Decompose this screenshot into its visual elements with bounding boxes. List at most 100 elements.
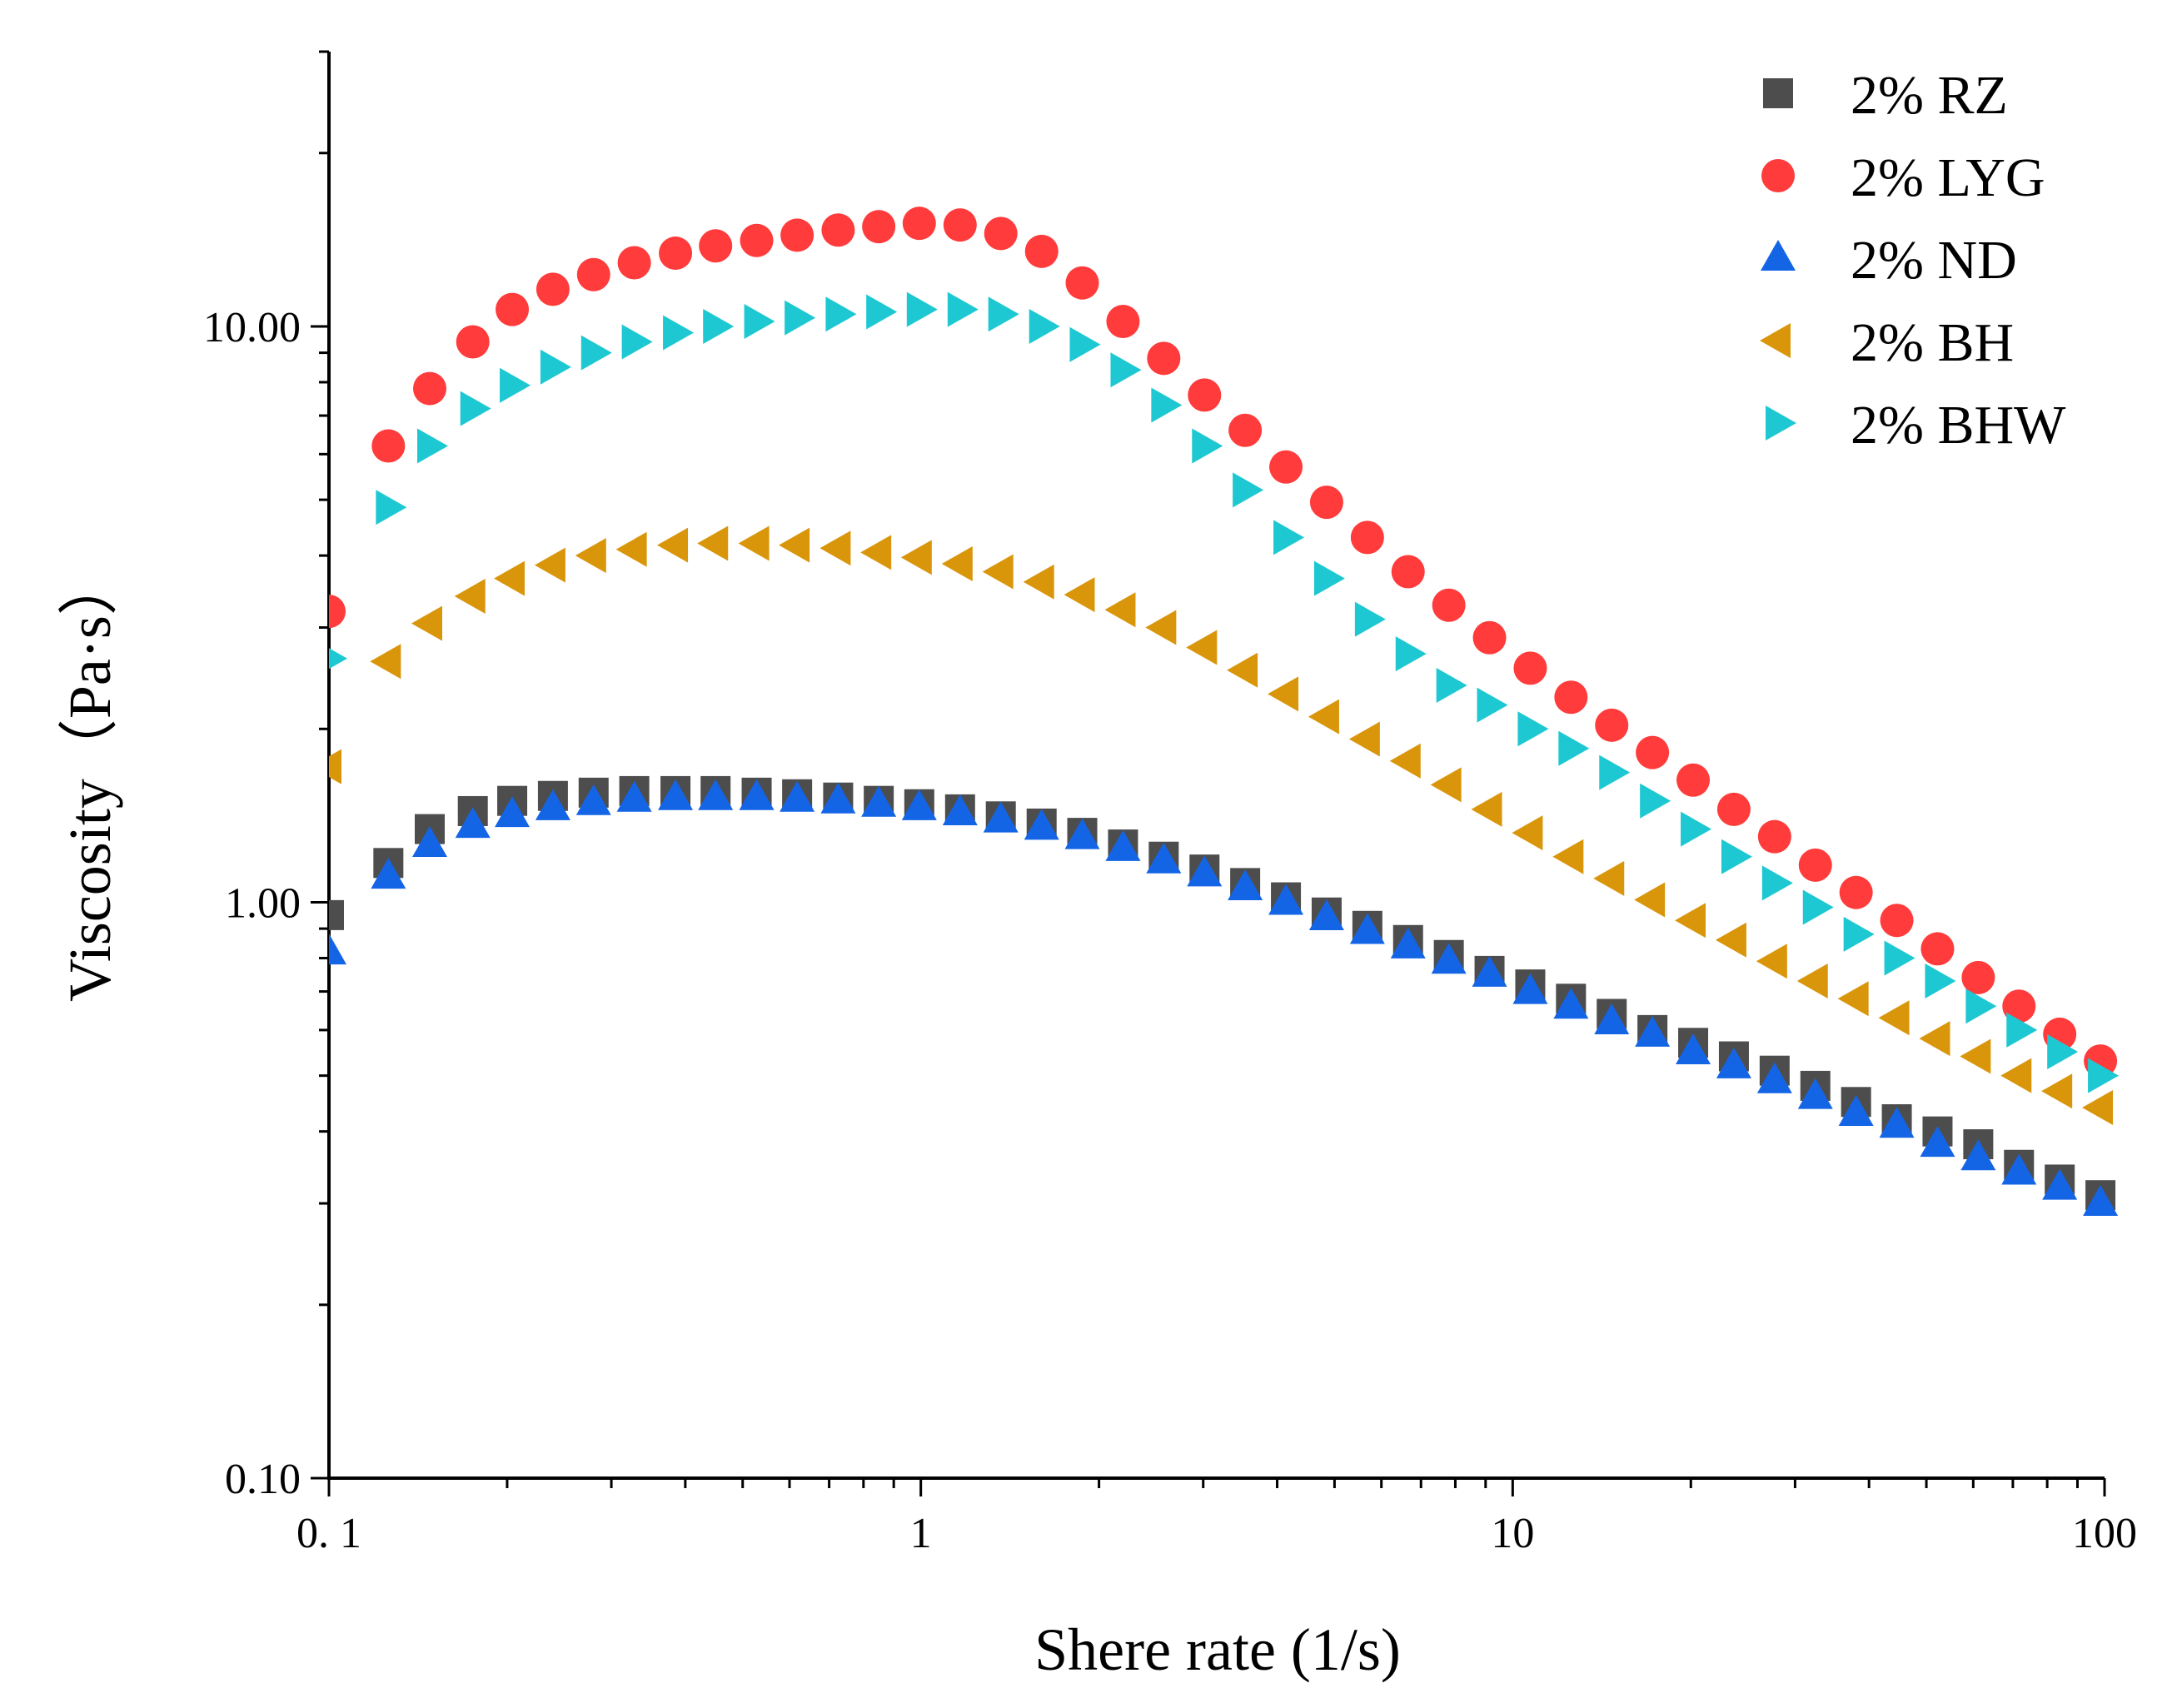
data-point: [744, 303, 775, 339]
data-point: [1228, 869, 1263, 900]
data-point: [1636, 735, 1670, 769]
data-point: [1269, 450, 1303, 484]
data-point: [1721, 839, 1752, 874]
data-point: [1430, 767, 1462, 803]
data-point: [1843, 916, 1875, 952]
data-point: [1064, 818, 1100, 849]
data-point: [454, 578, 486, 614]
data-point: [1354, 601, 1386, 637]
data-point: [1029, 308, 1060, 344]
data-point: [1064, 577, 1095, 613]
data-point: [1839, 875, 1873, 909]
legend-label: 2% BH: [1851, 312, 2014, 373]
data-point: [1919, 1021, 1950, 1057]
data-point: [1233, 472, 1264, 508]
data-point: [2001, 1153, 2037, 1185]
data-point: [1553, 988, 1589, 1019]
data-point: [658, 779, 694, 810]
data-point: [576, 257, 610, 291]
data-point: [1472, 620, 1507, 655]
data-point: [1920, 1126, 1955, 1158]
data-point: [1884, 940, 1915, 976]
data-point: [906, 291, 938, 327]
data-point: [988, 296, 1019, 332]
data-point: [1798, 848, 1832, 882]
data-point: [901, 789, 937, 820]
data-point: [1594, 1003, 1630, 1035]
data-point: [2082, 1090, 2114, 1126]
data-point: [376, 490, 407, 525]
data-point: [739, 779, 775, 810]
legend-label: 2% BHW: [1851, 395, 2066, 456]
data-point: [1069, 326, 1101, 362]
data-point: [1268, 884, 1304, 915]
data-point: [1145, 610, 1177, 645]
data-point: [1635, 1015, 1671, 1047]
data-point: [1023, 564, 1054, 600]
data-point: [902, 207, 936, 241]
data-point: [820, 782, 856, 814]
data-point: [947, 291, 979, 327]
data-point: [1308, 899, 1344, 931]
x-tick-label: 0. 1: [296, 1510, 361, 1557]
data-point: [738, 525, 770, 561]
data-point: [1797, 1078, 1833, 1109]
data-point: [1350, 520, 1384, 555]
data-point: [941, 546, 973, 582]
data-point: [535, 789, 570, 820]
data-point: [1227, 652, 1258, 688]
data-point: [1640, 783, 1671, 819]
data-point: [494, 560, 526, 596]
data-point: [2000, 1058, 2032, 1093]
data-point: [1512, 815, 1543, 851]
data-point: [1715, 922, 1746, 958]
data-point: [1880, 904, 1914, 938]
data-point: [1268, 676, 1299, 712]
data-point: [1595, 708, 1629, 742]
data-point: [575, 784, 611, 815]
data-point: [663, 315, 695, 351]
data-markers: [329, 207, 2120, 1217]
data-point: [1960, 1038, 1991, 1074]
x-tick-label: 1: [910, 1510, 932, 1557]
data-point: [821, 213, 855, 247]
data-point: [2083, 1185, 2119, 1217]
data-point: [866, 294, 898, 330]
series-2-bh: [329, 525, 2114, 1126]
data-point: [411, 605, 442, 641]
data-point: [862, 210, 896, 244]
series-2-lyg: [329, 207, 2118, 1078]
legend-marker: [1760, 323, 1791, 358]
data-point: [1395, 636, 1427, 672]
legend-label: 2% ND: [1851, 230, 2017, 291]
data-point: [1716, 1047, 1751, 1078]
data-point: [455, 807, 491, 839]
data-point: [1151, 387, 1183, 423]
data-point: [371, 858, 406, 889]
data-point: [2047, 1034, 2079, 1070]
data-point: [496, 292, 530, 326]
data-point: [780, 780, 815, 812]
data-point: [412, 371, 446, 406]
data-point: [460, 391, 491, 426]
data-point: [780, 218, 814, 252]
data-point: [329, 749, 341, 784]
data-point: [1389, 743, 1421, 779]
data-point: [659, 237, 693, 271]
y-tick-label: 1.00: [225, 879, 301, 927]
x-axis-title: Shere rate (1/s): [1034, 1616, 1401, 1683]
data-point: [2002, 989, 2036, 1023]
data-point: [1106, 304, 1140, 338]
series-2-rz: [329, 775, 2116, 1211]
data-point: [329, 648, 347, 670]
data-point: [1756, 1062, 1792, 1093]
data-point: [1599, 754, 1631, 790]
data-point: [329, 899, 344, 930]
x-tick-label: 10: [1491, 1510, 1534, 1557]
data-point: [575, 538, 606, 574]
data-point: [456, 325, 490, 359]
axes: 0. 1 1 10 100 0.10 1.00 10.00: [203, 50, 2137, 1557]
data-point: [1188, 378, 1222, 412]
data-point: [1925, 963, 1956, 998]
